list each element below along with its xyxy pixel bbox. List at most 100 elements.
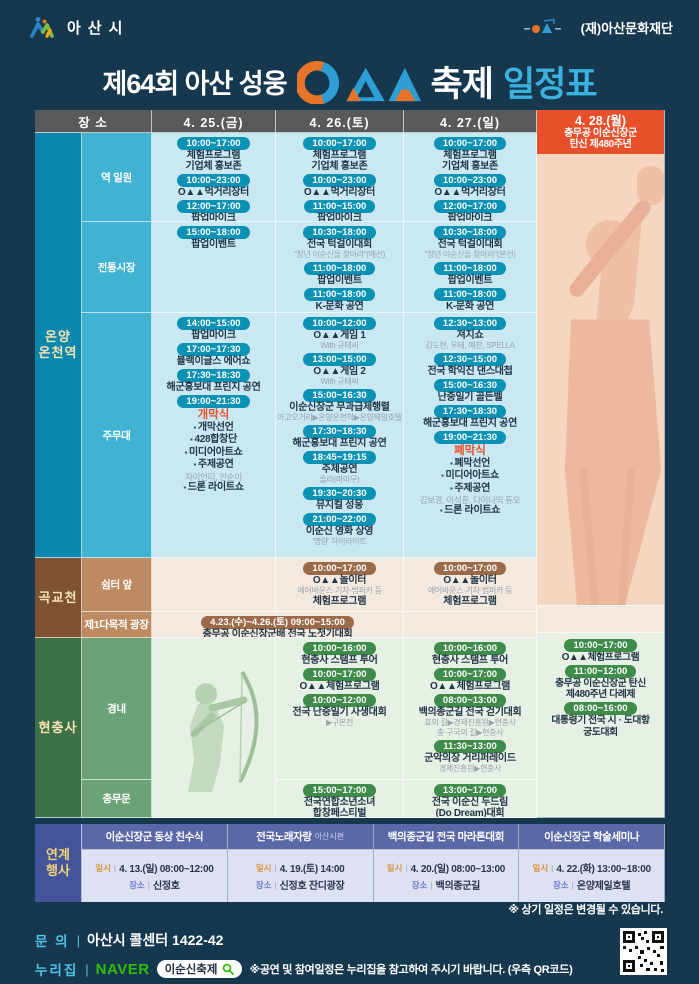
- time-pill: 13:00~17:00: [433, 783, 507, 797]
- linked-event-title-suffix: 아산시편: [314, 832, 345, 841]
- archer-illustration: [152, 638, 276, 818]
- time-pill: 14:00~15:00: [177, 316, 250, 330]
- time-pill: 15:00~17:00: [303, 783, 376, 797]
- linked-event-place: 장소 | 신정호 잔디광장: [256, 877, 345, 893]
- linked-event-place: 장소 | 백의종군길: [411, 877, 481, 893]
- region-label: 곡교천: [35, 558, 82, 638]
- place-label: 장소: [411, 879, 428, 890]
- archer-illustration-icon: [187, 670, 258, 792]
- event-title: 팝업마이크: [317, 213, 362, 222]
- event-title: O▲▲체험프로그램: [561, 651, 640, 663]
- inquiry-value: 아산시 콜센터 1422-42: [86, 932, 224, 948]
- time-pill: 10:00~17:00: [303, 667, 376, 681]
- separator: |: [147, 879, 150, 890]
- event-sub: 김도현, 우태, 예찬, SPELLA: [425, 341, 515, 350]
- place-value: 백의종군길: [435, 881, 481, 892]
- event-cell: 10:00~17:00 체험프로그램 기업체 홍보존 10:00~23:00 O▲▲먹거…: [276, 133, 404, 222]
- time-pill: 13:00~15:00: [303, 352, 376, 366]
- time-pill: 10:00~12:00: [303, 693, 376, 707]
- event-sub: "청년 이순신을 찾아라"(예선): [293, 250, 386, 259]
- date-label: 일시: [255, 862, 272, 873]
- event-cell-merged: 4.23.(수)~4.26.(토) 09:00~15:00 충무공 이순신장군배 …: [152, 612, 404, 638]
- event-title: O▲▲먹거리장터: [303, 187, 376, 198]
- poster-title: 제64회 아산 성웅 축제 일정표: [0, 56, 699, 107]
- region-label-line: 현충사: [38, 719, 78, 735]
- time-pill: 12:00~17:00: [177, 200, 250, 213]
- place-label: 장소: [552, 879, 569, 890]
- website-note: ※공연 및 참여일정은 누리집을 참고하여 주시기 바랍니다. (우측 QR코드…: [249, 964, 573, 976]
- linked-event-title: 백의종군길 전국 마라톤대회: [373, 824, 519, 850]
- event-bullet: 주제공연: [450, 483, 490, 496]
- separator: |: [571, 879, 574, 890]
- event-title: 합창페스티벌: [312, 808, 367, 818]
- event-sub: '명량' 하이라이트: [312, 537, 367, 546]
- time-pill: 10:00~17:00: [564, 638, 637, 652]
- day4-header: 4. 28.(월) 충무공 이순신장군 탄신 제480주년: [537, 110, 664, 154]
- event-bullet: 개막선언: [193, 422, 234, 435]
- event-title: 해군홍보대 프린지 공연: [166, 381, 261, 393]
- time-pill: 19:00~21:30: [433, 430, 507, 444]
- time-pill: 11:30~13:00: [434, 739, 506, 753]
- event-accent: 폐막식: [454, 444, 486, 457]
- time-pill: 15:00~16:30: [303, 388, 376, 402]
- naver-search-pill: 이순신축제: [156, 960, 243, 978]
- time-pill: 11:00~18:00: [303, 287, 376, 301]
- linked-event-details: 일시 | 4. 20.(일) 08:00~13:00 장소 | 백의종군길: [373, 850, 519, 902]
- event-sub: 에어바운스·기차·범퍼카 등: [297, 586, 382, 595]
- linked-event: 백의종군길 전국 마라톤대회 일시 | 4. 20.(일) 08:00~13:00 장소…: [373, 824, 520, 902]
- event-cell: 10:00~17:00 체험프로그램 기업체 홍보존 10:00~23:00 O▲▲먹거…: [404, 133, 537, 222]
- event-sub: 솔라(마마무): [319, 475, 360, 484]
- event-title: 팝업이벤트: [317, 274, 362, 286]
- linked-event-date: 일시 | 4. 20.(일) 08:00~13:00: [387, 860, 506, 876]
- event-cell: [152, 558, 276, 612]
- event-title: 팝업이벤트: [447, 274, 493, 286]
- event-title: 현충사 스탬프 투어: [431, 654, 509, 666]
- event-cell: 10:00~16:00 현충사 스탬프 투어 10:00~17:00 O▲▲체험프로그…: [276, 638, 404, 780]
- event-title: 해군홍보대 프린지 공연: [423, 417, 517, 429]
- event-cell: 15:00~17:00 전국연합소년소녀 합창페스티벌: [276, 780, 404, 818]
- event-title: 제480주년 다례제: [565, 689, 636, 700]
- time-pill: 21:00~22:00: [303, 512, 376, 526]
- day-header: 4. 25.(금): [152, 110, 276, 133]
- linked-label-line2: 행사: [46, 863, 70, 878]
- linked-event-title: 이순신장군 동상 친수식: [82, 824, 227, 850]
- event-bullet: 428합창단: [190, 434, 237, 447]
- foundation-logo: (재)아산문화재단: [523, 18, 673, 37]
- event-cell: [404, 612, 537, 638]
- event-cell: 10:00~17:00 O▲▲놀이터 에어바운스·기차·범퍼카 등 체험프로그램: [276, 558, 404, 612]
- event-cell: 13:00~17:00 전국 이순신 두드림 (Do Dream)대회: [404, 780, 537, 818]
- event-title: 전국 턱걸이대회: [307, 238, 372, 250]
- time-pill: 17:30~18:30: [177, 368, 250, 382]
- time-pill: 19:00~21:30: [177, 394, 250, 408]
- time-pill: 17:00~17:30: [177, 342, 250, 356]
- date-value: 4. 19.(토) 14:00: [279, 864, 345, 875]
- event-title: O▲▲먹거리장터: [434, 187, 506, 198]
- place-label: 전통시장: [82, 222, 152, 313]
- foundation-logo-icon: [523, 18, 561, 33]
- time-pill: 19:30~20:30: [303, 486, 376, 500]
- place-label: 쉼터 앞: [82, 558, 152, 612]
- event-bullet: 미디어아트쇼: [185, 447, 243, 460]
- date-value: 4. 20.(일) 08:00~13:00: [410, 864, 506, 875]
- event-title: 전국 턱걸이대회: [437, 238, 503, 250]
- time-pill: 17:30~18:30: [433, 404, 507, 418]
- event-sub: "청년 이순신을 찾아라"(본선): [424, 250, 516, 259]
- time-pill: 15:00~18:00: [177, 225, 250, 239]
- time-pill: 10:00~23:00: [433, 174, 507, 187]
- time-pill: 08:00~13:00: [433, 693, 507, 707]
- event-cell: 10:30~18:00 전국 턱걸이대회 "청년 이순신을 찾아라"(예선) 11:0…: [276, 222, 404, 313]
- time-pill: 4.23.(수)~4.26.(토) 09:00~15:00: [201, 615, 354, 629]
- day4-date: 4. 28.(월): [574, 113, 627, 128]
- event-title: 해군홍보대 프린지 공연: [292, 437, 387, 449]
- time-pill: 11:00~12:00: [564, 664, 637, 678]
- event-title: 전국연합소년소녀: [303, 796, 376, 808]
- time-pill: 11:00~18:00: [303, 261, 376, 275]
- event-title: 충무공 이순신장군 탄신: [555, 677, 646, 689]
- date-label: 일시: [532, 862, 549, 873]
- time-pill: 11:00~18:00: [434, 261, 506, 275]
- linked-event-title-text: 전국노래자랑: [256, 831, 312, 843]
- event-sub: With 규태씨: [320, 377, 359, 386]
- event-title: O▲▲게임 1: [313, 329, 366, 341]
- linked-event-title: 이순신장군 학술세미나: [519, 824, 664, 850]
- event-title: 팝업마이크: [191, 213, 236, 222]
